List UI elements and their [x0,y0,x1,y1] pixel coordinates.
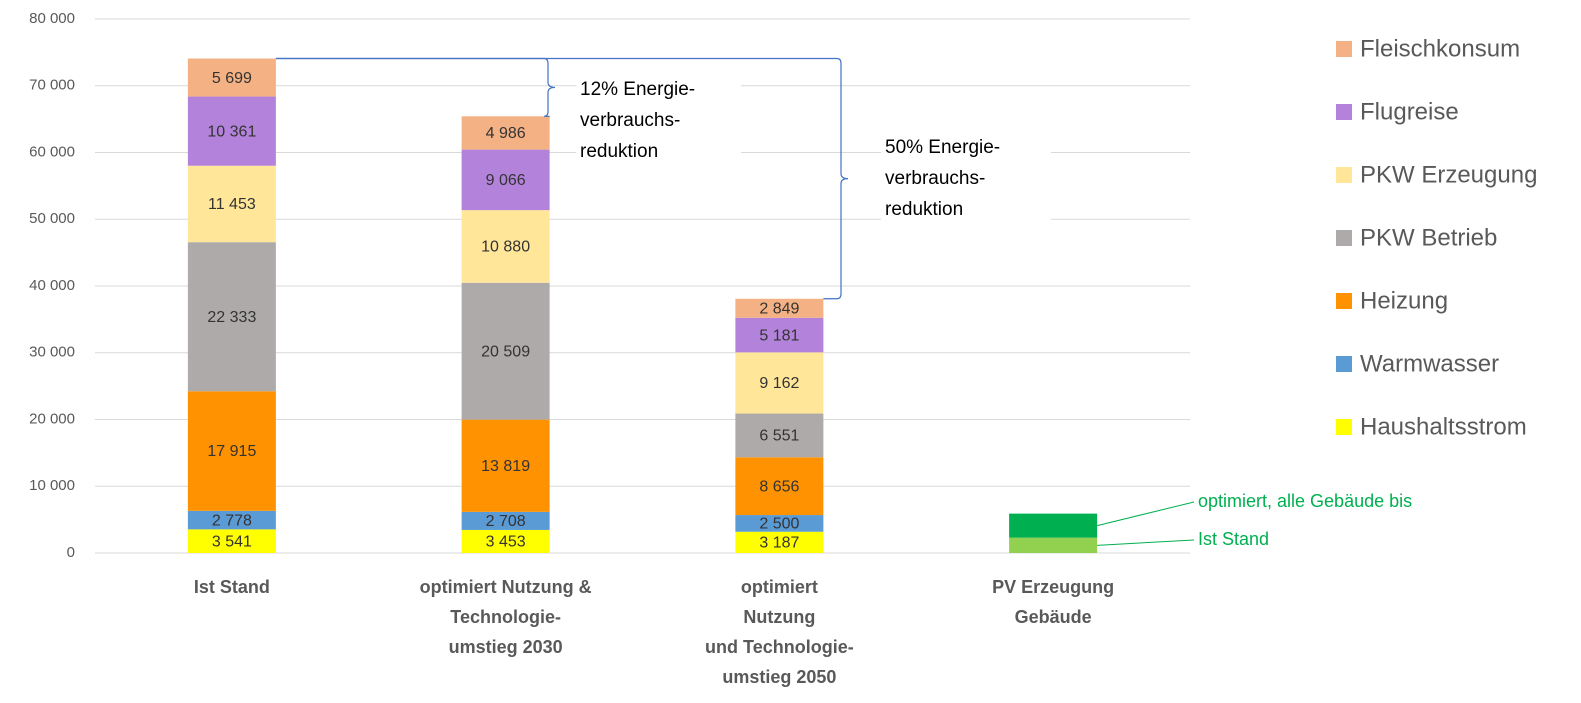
x-tick-label: umstieg 2030 [449,637,563,657]
annotation: reduktion [885,199,963,220]
annotation: verbrauchs- [580,110,680,131]
bar-segment [735,515,824,532]
annotation: 12% Energie- [580,79,695,100]
bar-segment [735,317,824,353]
annotation-box [576,72,741,173]
bar-segment [1009,537,1098,553]
bar-segment [187,510,276,530]
data-label: 10 361 [207,123,256,140]
y-tick-label: 80 000 [29,10,75,27]
bar-segment [461,149,550,211]
bar-segment [187,391,276,511]
data-label: 6 551 [759,428,799,445]
data-label: 4 986 [486,125,526,142]
legend-label: Fleischkonsum [1360,35,1520,62]
data-label: 2 778 [212,512,252,529]
annotation: verbrauchs- [885,168,985,189]
x-tick-label: umstieg 2050 [722,667,836,687]
legend-swatch [1336,356,1352,372]
legend-label: Flugreise [1360,98,1459,125]
bar-segment [1009,513,1098,538]
data-label: 9 066 [486,172,526,189]
data-label: 2 849 [759,301,799,318]
bar-segment [461,116,550,150]
data-label: 5 181 [759,327,799,344]
x-tick-label: Gebäude [1015,607,1092,627]
data-label: 13 819 [481,458,530,475]
bracket [275,57,849,300]
data-label: 3 453 [486,534,526,551]
bar-segment [461,210,550,283]
legend-label: Haushaltsstrom [1360,413,1527,440]
data-label: 20 509 [481,343,530,360]
bar-segment [461,282,550,420]
y-tick-label: 20 000 [29,410,75,427]
series-annotation: optimiert, alle Gebäude bis [1198,491,1412,511]
series-annotation: Ist Stand [1198,529,1269,549]
y-tick-label: 70 000 [29,77,75,94]
x-tick-label: PV Erzeugung [992,577,1114,597]
data-label: 22 333 [207,309,256,326]
y-tick-label: 0 [67,544,75,561]
legend-swatch [1336,104,1352,120]
legend-label: Heizung [1360,287,1448,314]
x-tick-label: und Technologie- [705,637,854,657]
data-label: 8 656 [759,478,799,495]
bracket [275,57,556,117]
legend-label: PKW Betrieb [1360,224,1497,251]
data-label: 2 500 [759,516,799,533]
y-tick-label: 30 000 [29,344,75,361]
bar-segment [735,352,824,414]
bar-segment [735,457,824,516]
bar-segment [187,165,276,243]
bar-segment [187,96,276,166]
data-label: 17 915 [207,443,256,460]
data-label: 2 708 [486,513,526,530]
bar-segment [187,529,276,553]
data-label: 9 162 [759,375,799,392]
bar-segment [735,298,824,318]
legend-swatch [1336,293,1352,309]
x-tick-label: Nutzung [743,607,815,627]
leader-line [1097,501,1195,527]
legend-swatch [1336,230,1352,246]
annotation: reduktion [580,141,658,162]
y-tick-label: 40 000 [29,277,75,294]
x-tick-label: Technologie- [450,607,561,627]
annotation: 50% Energie- [885,137,1000,158]
legend-label: PKW Erzeugung [1360,161,1537,188]
legend-label: Warmwasser [1360,350,1499,377]
data-label: 3 541 [212,533,252,550]
x-tick-label: optimiert [741,577,818,597]
bar-segment [461,419,550,512]
data-label: 11 453 [208,196,256,213]
data-label: 3 187 [759,535,799,552]
annotation-box [881,130,1051,231]
x-tick-label: optimiert Nutzung & [420,577,592,597]
bar-segment [735,531,824,553]
legend-swatch [1336,167,1352,183]
y-tick-label: 10 000 [29,477,75,494]
x-tick-label: Ist Stand [194,577,270,597]
leader-line [1097,539,1195,546]
y-tick-label: 60 000 [29,143,75,160]
bar-segment [735,413,824,458]
legend-swatch [1336,41,1352,57]
y-tick-label: 50 000 [29,210,75,227]
bar-segment [187,58,276,97]
bar-segment [461,511,550,530]
data-label: 10 880 [481,239,530,256]
data-label: 5 699 [212,70,252,87]
legend-swatch [1336,419,1352,435]
bar-segment [461,529,550,553]
bar-segment [187,242,276,392]
